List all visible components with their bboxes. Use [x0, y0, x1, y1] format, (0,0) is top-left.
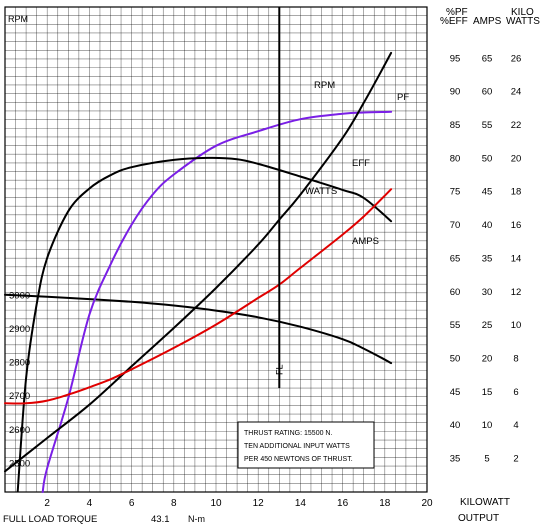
thrust-note-box: THRUST RATING: 15500 N. TEN ADDITIONAL I…: [237, 421, 375, 469]
right-tick-kw: 8: [513, 353, 518, 364]
right-tick-kw: 6: [513, 387, 518, 398]
x-tick-label: 20: [421, 498, 433, 509]
amps-header: AMPS: [473, 16, 502, 27]
rpm-tick-label: 2900: [9, 324, 30, 335]
right-tick-pf-eff: 40: [450, 420, 461, 431]
series-pf-label: PF: [397, 92, 409, 103]
x-tick-label: 8: [171, 498, 177, 509]
right-tick-amps: 5: [484, 454, 489, 465]
right-tick-amps: 35: [482, 253, 493, 264]
x-tick-label: 2: [44, 498, 50, 509]
right-tick-amps: 60: [482, 87, 493, 98]
series-rpm-label: RPM: [314, 80, 335, 91]
series-watts-label: WATTS: [305, 186, 337, 197]
x-tick-label: 14: [295, 498, 307, 509]
right-tick-kw: 10: [511, 320, 522, 331]
full-load-torque-label: FULL LOAD TORQUE: [3, 514, 97, 525]
x-tick-label: 6: [129, 498, 135, 509]
right-tick-amps: 65: [482, 53, 493, 64]
right-tick-pf-eff: 90: [450, 87, 461, 98]
rpm-tick-label: 2800: [9, 358, 30, 369]
right-tick-amps: 45: [482, 187, 493, 198]
rpm-tick-label: 2700: [9, 391, 30, 402]
right-tick-pf-eff: 70: [450, 220, 461, 231]
series-amps-label: AMPS: [352, 236, 379, 247]
right-tick-pf-eff: 95: [450, 53, 461, 64]
right-tick-pf-eff: 75: [450, 187, 461, 198]
thrust-note-line2: TEN ADDITIONAL INPUT WATTS: [244, 443, 350, 450]
right-tick-kw: 20: [511, 153, 522, 164]
right-tick-kw: 24: [511, 87, 522, 98]
right-tick-amps: 50: [482, 153, 493, 164]
rpm-tick-label: 2600: [9, 425, 30, 436]
right-tick-amps: 25: [482, 320, 493, 331]
rpm-axis-tick-labels: 3000 2900 2800 2700 2600 2500: [9, 290, 30, 469]
right-tick-kw: 16: [511, 220, 522, 231]
x-tick-label: 16: [337, 498, 349, 509]
series-pf-line: [41, 110, 393, 493]
kw-header-kilo: KILO: [511, 7, 534, 18]
chart-grid: [4, 6, 428, 493]
right-tick-kw: 2: [513, 454, 518, 465]
right-tick-pf-eff: 65: [450, 253, 461, 264]
x-axis-label-line1: KILOWATT: [460, 497, 510, 508]
thrust-note-line1: THRUST RATING: 15500 N.: [244, 430, 332, 437]
right-tick-kw: 18: [511, 187, 522, 198]
right-tick-kw: 4: [513, 420, 518, 431]
x-tick-label: 18: [379, 498, 391, 509]
right-tick-amps: 55: [482, 120, 493, 131]
full-load-torque-value: 43.1: [151, 514, 170, 525]
right-tick-pf-eff: 35: [450, 454, 461, 465]
right-tick-pf-eff: 60: [450, 287, 461, 298]
x-tick-label: 4: [87, 498, 93, 509]
x-axis-label-line2: OUTPUT: [458, 513, 499, 524]
x-axis-tick-labels: 2 4 6 8 10 12 14 16 18 20: [44, 498, 433, 509]
right-tick-kw: 12: [511, 287, 522, 298]
right-tick-amps: 40: [482, 220, 493, 231]
full-load-label: FL: [274, 364, 284, 375]
thrust-note-line3: PER 450 NEWTONS OF THRUST.: [244, 456, 353, 463]
right-tick-amps: 10: [482, 420, 493, 431]
curve-labels: RPM PF EFF WATTS AMPS: [305, 80, 409, 247]
right-tick-amps: 30: [482, 287, 493, 298]
right-tick-pf-eff: 80: [450, 153, 461, 164]
right-tick-kw: 22: [511, 120, 522, 131]
series-rpm-line: [4, 293, 393, 365]
x-tick-label: 12: [253, 498, 265, 509]
rpm-tick-label: 3000: [9, 290, 30, 301]
series-amps-line: [4, 188, 393, 405]
right-tick-kw: 14: [511, 253, 522, 264]
right-tick-pf-eff: 50: [450, 353, 461, 364]
series-eff-label: EFF: [352, 158, 370, 169]
right-tick-amps: 15: [482, 387, 493, 398]
rpm-tick-label: 2500: [9, 459, 30, 470]
full-load-torque-unit: N-m: [188, 514, 205, 524]
pf-eff-header-pf: %PF: [446, 7, 468, 18]
x-tick-label: 10: [210, 498, 222, 509]
series-watts-line: [4, 51, 393, 473]
right-tick-pf-eff: 55: [450, 320, 461, 331]
right-tick-pf-eff: 85: [450, 120, 461, 131]
performance-curves: [4, 51, 393, 493]
kw-header-watts: WATTS: [506, 16, 540, 27]
right-tick-amps: 20: [482, 353, 493, 364]
series-eff-line: [16, 156, 393, 493]
rpm-axis-label: RPM: [8, 14, 28, 24]
right-tick-pf-eff: 45: [450, 387, 461, 398]
right-tick-kw: 26: [511, 53, 522, 64]
pf-eff-header-eff: %EFF: [440, 16, 468, 27]
